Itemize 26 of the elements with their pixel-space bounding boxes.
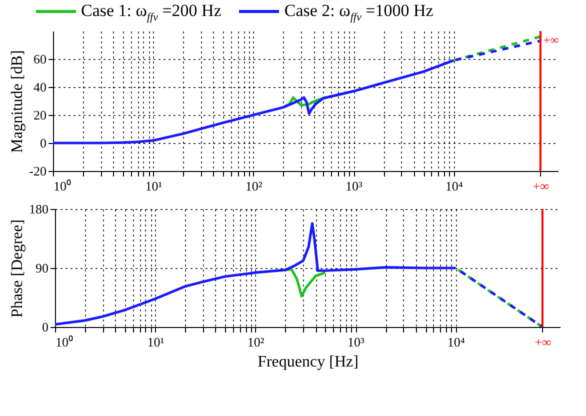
x-tick-label: 10⁰ bbox=[56, 334, 74, 350]
x-tick-label: 10⁴ bbox=[445, 178, 464, 194]
legend-label: Case 2: ω$_{ffv}$ =1000 Hz bbox=[284, 0, 434, 24]
x-tick-label: 10⁴ bbox=[447, 334, 466, 350]
x-tick-label: 10⁰ bbox=[54, 178, 72, 194]
y-tick-label: -20 bbox=[29, 164, 46, 178]
y-tick-label: 0 bbox=[42, 320, 48, 334]
y-tick-label: 90 bbox=[36, 260, 48, 276]
x-tick-label: +∞ bbox=[534, 334, 552, 350]
x-tick-label: 10¹ bbox=[147, 334, 164, 350]
x-tick-label: 10² bbox=[247, 334, 264, 350]
y-tick-label: 60 bbox=[34, 52, 46, 66]
legend-label: Case 1: ω$_{ffv}$ =200 Hz bbox=[81, 0, 222, 24]
x-tick-label: +∞ bbox=[532, 178, 550, 194]
y-tick-label: 40 bbox=[34, 80, 46, 94]
x-axis-title: Frequency [Hz] bbox=[258, 354, 358, 370]
ref-line-label: +∞ bbox=[543, 33, 560, 47]
x-tick-label: 10¹ bbox=[145, 178, 162, 194]
y-tick-label: 20 bbox=[34, 108, 46, 122]
y-tick-label: 0 bbox=[40, 136, 46, 150]
y-tick-label: 180 bbox=[29, 202, 48, 216]
y-axis-title: Phase [Degree] bbox=[9, 219, 26, 318]
y-axis-title: Magnitude [dB] bbox=[9, 50, 26, 153]
x-tick-label: 10³ bbox=[346, 178, 363, 194]
x-tick-label: 10³ bbox=[348, 334, 365, 350]
x-tick-label: 10² bbox=[245, 178, 262, 194]
